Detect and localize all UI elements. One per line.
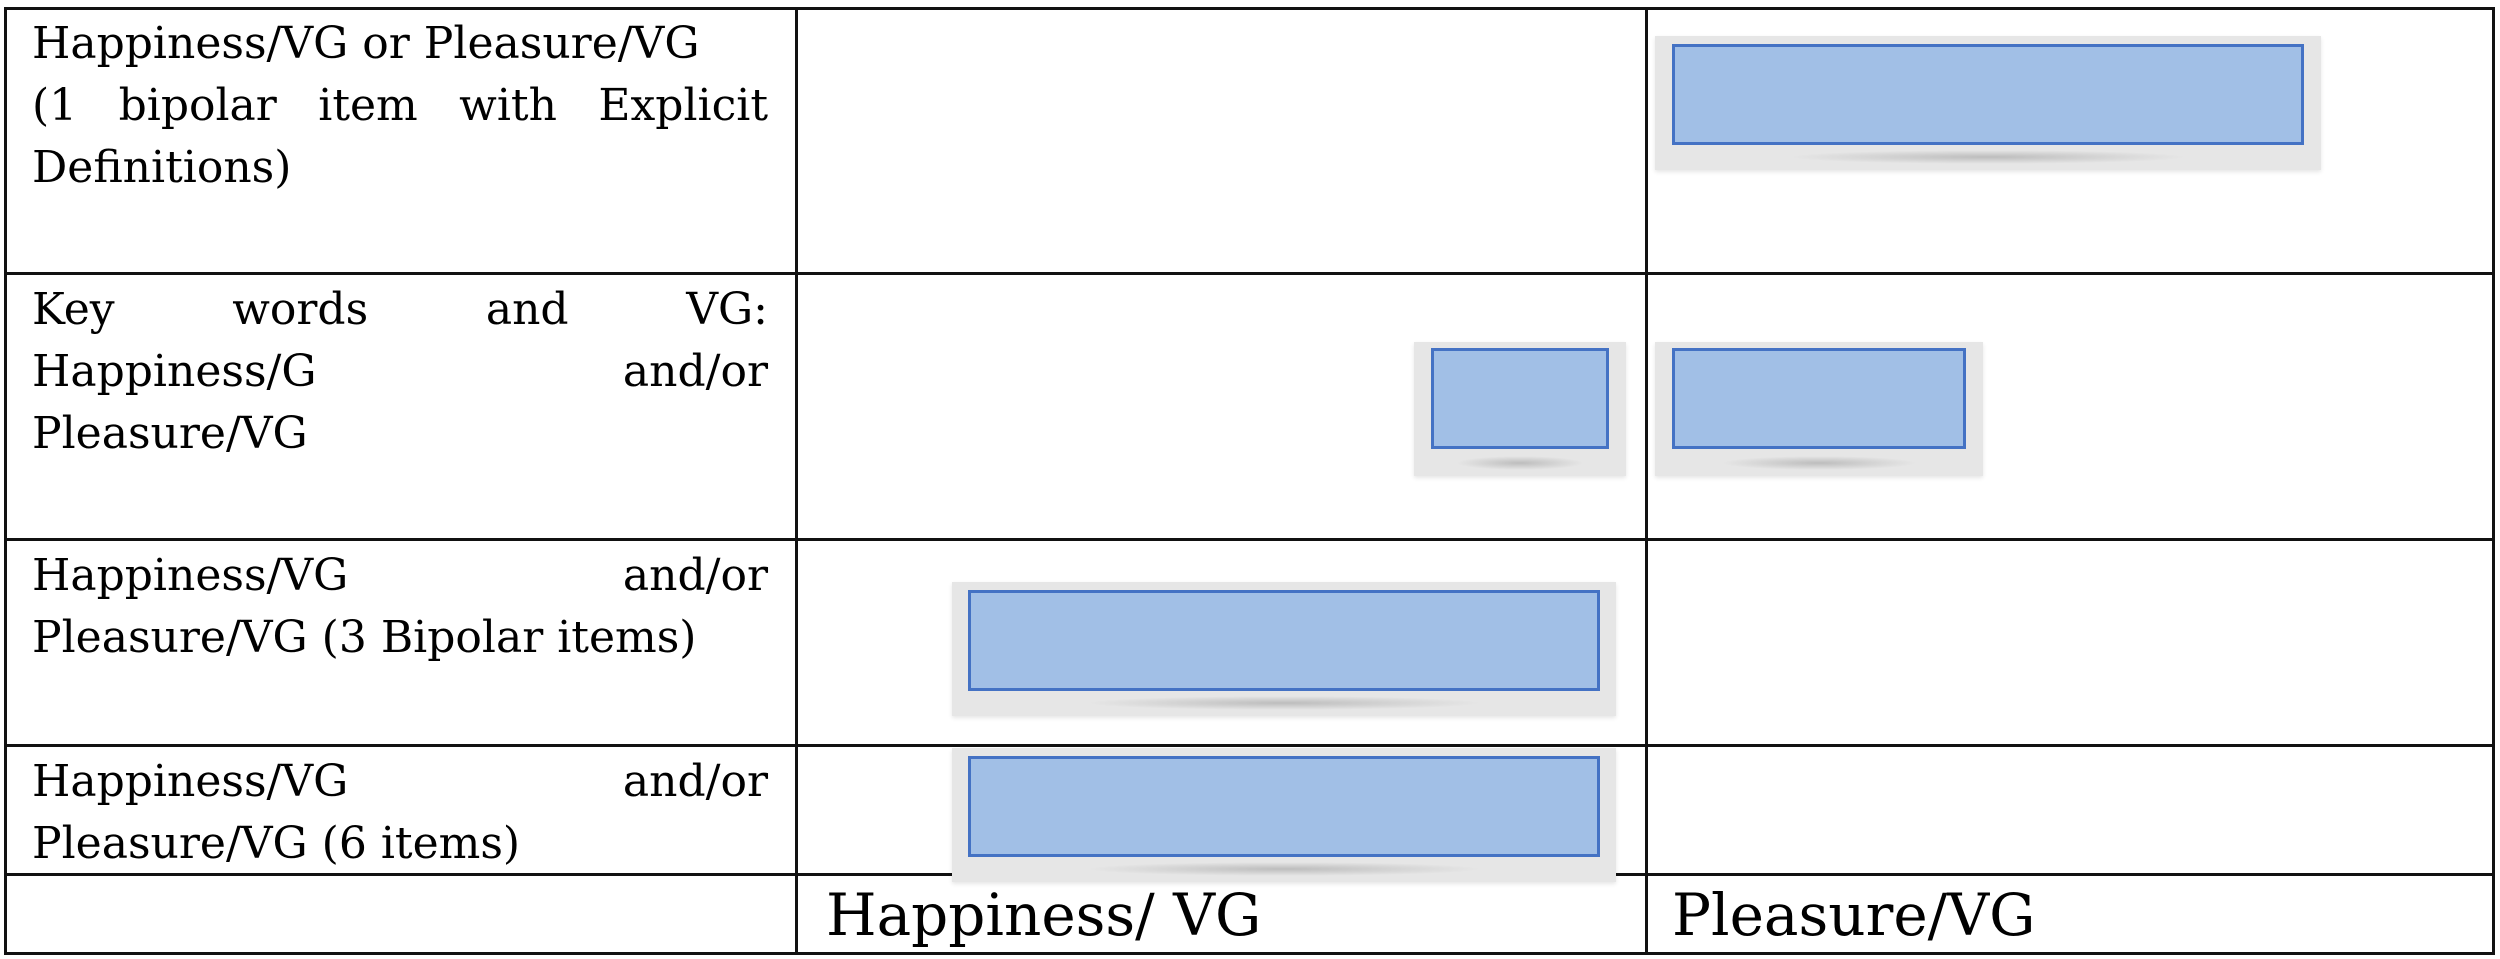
column-label-happiness: Happiness/ VG — [826, 881, 1262, 949]
row-divider-1 — [4, 272, 2495, 275]
row-1-label-line-1: Happiness/VG or Pleasure/VG — [32, 18, 700, 69]
row-4-happiness-bar — [968, 756, 1600, 857]
row-3-label-line-2: Pleasure/VG (3 Bipolar items) — [32, 612, 697, 663]
row-1-label-line-3: Definitions) — [32, 142, 292, 193]
column-divider-1 — [795, 7, 798, 955]
row-2-label-line-1: Key words and VG: — [32, 284, 768, 335]
row-2-label-line-2: Happiness/G and/or — [32, 346, 768, 397]
row-3-label-line-1: Happiness/VG and/or — [32, 550, 768, 601]
column-label-pleasure: Pleasure/VG — [1672, 881, 2036, 949]
row-4-label-line-1: Happiness/VG and/or — [32, 756, 768, 807]
row-divider-3 — [4, 744, 2495, 747]
row-2-happiness-bar — [1431, 348, 1609, 449]
row-4-label-line-2: Pleasure/VG (6 items) — [32, 818, 521, 869]
row-1-pleasure-bar — [1672, 44, 2304, 145]
row-3-happiness-bar — [968, 590, 1600, 691]
row-2-label-line-3: Pleasure/VG — [32, 408, 308, 459]
table-frame — [4, 7, 2495, 955]
row-divider-2 — [4, 538, 2495, 541]
column-divider-2 — [1645, 7, 1648, 955]
row-2-pleasure-bar — [1672, 348, 1966, 449]
row-1-label-line-2: (1 bipolar item with Explicit — [32, 80, 768, 131]
